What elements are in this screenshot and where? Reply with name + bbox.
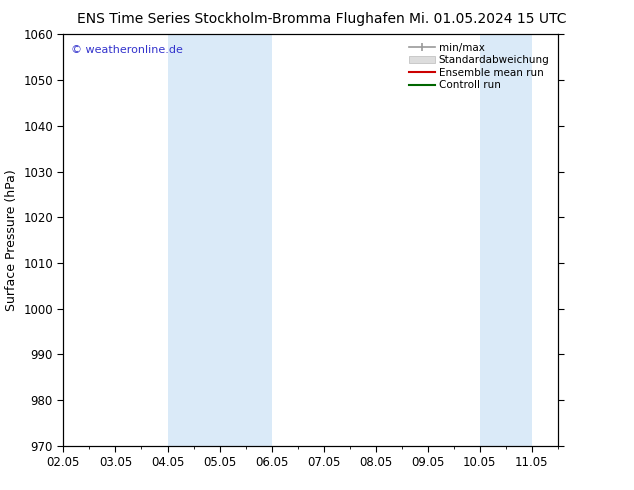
- Text: © weatheronline.de: © weatheronline.de: [71, 45, 183, 54]
- Legend: min/max, Standardabweichung, Ensemble mean run, Controll run: min/max, Standardabweichung, Ensemble me…: [406, 40, 553, 94]
- Bar: [219, 34, 271, 446]
- Text: Mi. 01.05.2024 15 UTC: Mi. 01.05.2024 15 UTC: [410, 12, 567, 26]
- Bar: [480, 34, 532, 446]
- Y-axis label: Surface Pressure (hPa): Surface Pressure (hPa): [4, 169, 18, 311]
- Bar: [167, 34, 219, 446]
- Text: ENS Time Series Stockholm-Bromma Flughafen: ENS Time Series Stockholm-Bromma Flughaf…: [77, 12, 404, 26]
